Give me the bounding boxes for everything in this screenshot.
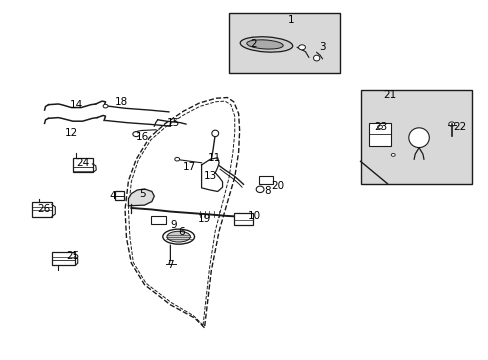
Text: 3: 3: [319, 42, 325, 52]
Text: 4: 4: [109, 191, 116, 201]
Text: 18: 18: [115, 97, 128, 107]
Polygon shape: [201, 158, 222, 192]
Ellipse shape: [211, 130, 218, 136]
Text: 16: 16: [135, 132, 148, 142]
Text: 15: 15: [167, 118, 180, 128]
Bar: [233, 213, 253, 225]
Ellipse shape: [103, 104, 108, 108]
Text: 11: 11: [207, 153, 221, 163]
Ellipse shape: [448, 122, 454, 126]
Ellipse shape: [313, 55, 319, 61]
Text: 13: 13: [203, 171, 217, 181]
Ellipse shape: [240, 37, 292, 52]
Ellipse shape: [298, 45, 305, 50]
Text: 7: 7: [167, 260, 173, 270]
Text: 23: 23: [374, 122, 387, 132]
Text: 6: 6: [178, 227, 184, 237]
Text: 21: 21: [383, 90, 396, 100]
Text: 17: 17: [183, 162, 196, 172]
Bar: [368, 123, 390, 145]
Bar: [228, 13, 339, 73]
Ellipse shape: [166, 231, 190, 242]
Text: 12: 12: [64, 129, 78, 138]
Text: 8: 8: [264, 186, 271, 196]
Ellipse shape: [256, 186, 264, 193]
Bar: [73, 158, 93, 172]
Text: 24: 24: [76, 158, 89, 168]
Bar: [115, 191, 124, 200]
Text: 22: 22: [452, 122, 466, 132]
Bar: [259, 176, 272, 184]
Ellipse shape: [133, 132, 140, 136]
Ellipse shape: [163, 229, 194, 244]
Bar: [52, 252, 75, 265]
Ellipse shape: [377, 125, 382, 129]
Ellipse shape: [390, 153, 394, 156]
Bar: [151, 216, 165, 224]
Ellipse shape: [246, 40, 283, 49]
Bar: [32, 202, 52, 217]
Text: 26: 26: [37, 204, 50, 214]
Text: 2: 2: [249, 39, 256, 49]
Bar: [360, 90, 471, 184]
Text: 19: 19: [198, 214, 211, 224]
Text: 10: 10: [247, 211, 260, 221]
Text: 9: 9: [170, 220, 177, 230]
Ellipse shape: [408, 128, 428, 148]
Text: 25: 25: [66, 251, 80, 261]
Ellipse shape: [174, 157, 179, 161]
Text: 20: 20: [270, 181, 284, 192]
Text: 1: 1: [287, 15, 294, 26]
Polygon shape: [128, 189, 154, 206]
Text: 5: 5: [139, 189, 145, 199]
Text: 14: 14: [69, 100, 83, 110]
